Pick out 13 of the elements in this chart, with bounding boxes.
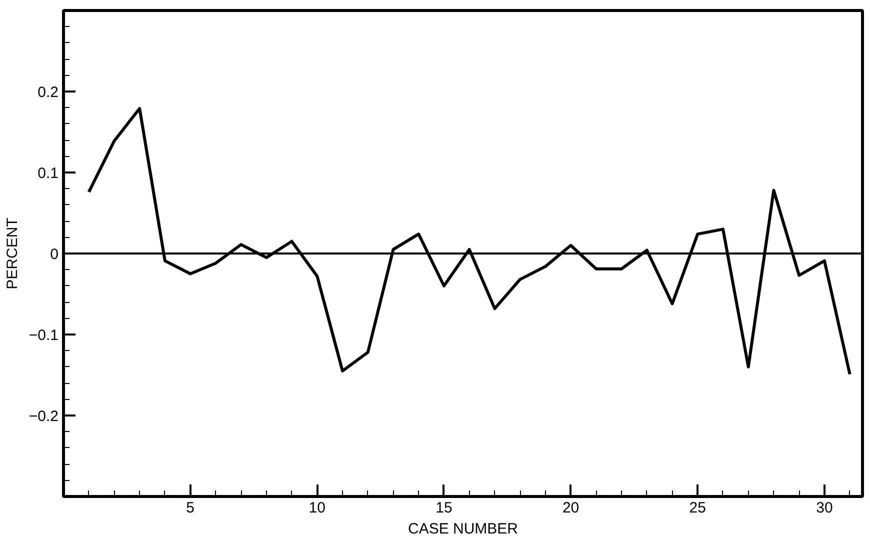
x-axis-title: CASE NUMBER [408,520,518,538]
x-tick-label: 10 [308,500,326,516]
y-tick-label: 0 [50,246,58,263]
x-tick-label: 30 [816,500,833,516]
x-tick-label: 20 [562,500,580,516]
y-tick-label: −0.2 [28,408,59,425]
x-tick-label: 15 [436,500,452,516]
y-tick-label: 0.1 [38,165,59,182]
y-tick-label: 0.2 [38,84,59,101]
x-tick-label: 5 [186,500,194,516]
y-axis-title: PERCENT [4,218,21,290]
y-tick-label: −0.1 [28,327,59,344]
x-tick-label: 25 [689,500,706,516]
